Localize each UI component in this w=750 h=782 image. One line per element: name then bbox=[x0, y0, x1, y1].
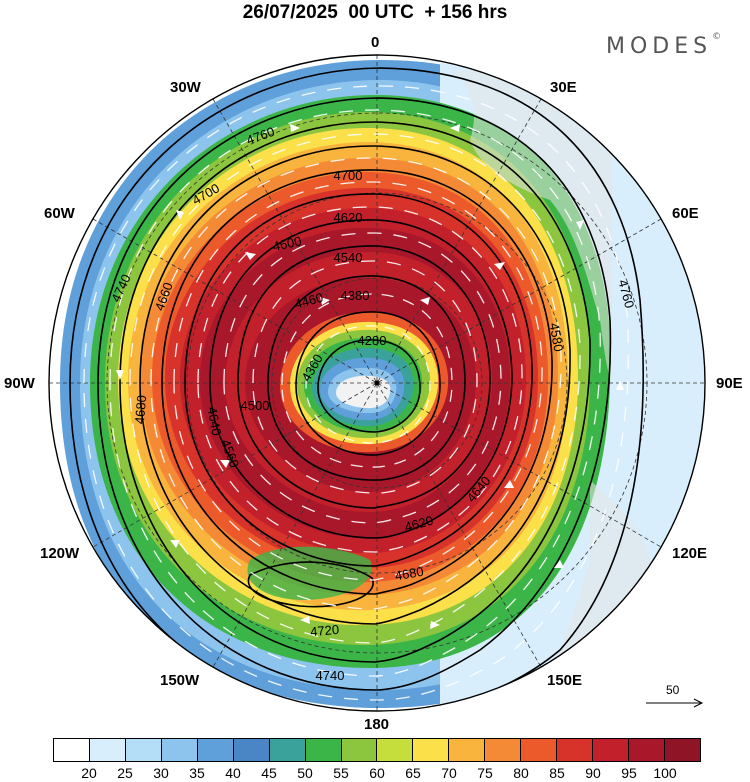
colorbar-tick-label: 20 bbox=[81, 765, 97, 781]
colorbar-tick-label: 60 bbox=[369, 765, 385, 781]
colorbar-swatch bbox=[377, 739, 414, 761]
contour-label: 4620 bbox=[334, 210, 363, 225]
brand-logo: MODES© bbox=[606, 32, 722, 59]
colorbar-labels: 20 25 30 35 40 45 50 55 60 65 70 75 80 85 90 95 100 bbox=[53, 765, 701, 781]
pole-marker bbox=[374, 380, 380, 386]
colorbar-swatch bbox=[485, 739, 522, 761]
colorbar-tick-label: 85 bbox=[549, 765, 565, 781]
lon-label-150w: 150W bbox=[160, 672, 200, 689]
colorbar-swatch bbox=[629, 739, 665, 761]
contour-label: 4500 bbox=[241, 398, 270, 413]
colorbar-tick-label: 80 bbox=[513, 765, 529, 781]
colorbar-tick-label: 100 bbox=[653, 765, 677, 781]
contour-label: 4760 bbox=[615, 278, 637, 310]
vector-scale-arrow bbox=[646, 698, 704, 708]
forecast-lead: + 156 hrs bbox=[424, 2, 508, 23]
contour-label: 4580 bbox=[547, 322, 567, 353]
vector-scale-label: 50 bbox=[666, 683, 680, 697]
colorbar-swatch bbox=[341, 739, 378, 761]
graticule bbox=[49, 55, 705, 711]
lon-label-30e: 30E bbox=[550, 79, 577, 96]
wind-vectors bbox=[83, 85, 629, 701]
contour-label: 4620 bbox=[403, 513, 435, 535]
colorbar-swatch bbox=[269, 739, 306, 761]
contour-label: 4380 bbox=[341, 288, 370, 303]
colorbar-swatch bbox=[449, 739, 486, 761]
contour-label: 4600 bbox=[271, 233, 302, 254]
lon-label-30w: 30W bbox=[170, 79, 201, 96]
colorbar-tick-label: 40 bbox=[225, 765, 241, 781]
valid-time: 00 UTC bbox=[348, 2, 414, 23]
lon-label-60w: 60W bbox=[44, 205, 75, 222]
colorbar-swatch bbox=[557, 739, 594, 761]
colorbar-tick-label: 45 bbox=[261, 765, 277, 781]
contour-label: 4460 bbox=[293, 290, 325, 312]
colorbar-swatch bbox=[54, 739, 90, 761]
colorbar-tick-label: 90 bbox=[585, 765, 601, 781]
contour-label: 4640 bbox=[205, 406, 225, 437]
contour-label: 4280 bbox=[358, 333, 387, 348]
contour-label: 4700 bbox=[334, 168, 363, 183]
colorbar bbox=[53, 738, 701, 762]
colorbar-tick-label: 95 bbox=[621, 765, 637, 781]
lon-label-150e: 150E bbox=[547, 672, 583, 689]
colorbar-swatch bbox=[89, 739, 126, 761]
colorbar-tick-label: 25 bbox=[117, 765, 133, 781]
brand-name: MODES bbox=[606, 34, 713, 59]
colorbar-tick-label: 75 bbox=[477, 765, 493, 781]
vector-heads bbox=[116, 124, 624, 629]
colorbar-tick-label: 30 bbox=[153, 765, 169, 781]
contour-label-layer: 4760 4700 4620 4600 4540 4460 4380 4280 … bbox=[108, 124, 637, 683]
lon-label-0: 0 bbox=[371, 34, 380, 51]
lon-label-90w: 90W bbox=[4, 375, 35, 392]
colorbar-swatch bbox=[593, 739, 629, 761]
colorbar-tick-label: 55 bbox=[333, 765, 349, 781]
colorbar-swatch bbox=[413, 739, 450, 761]
contour-label: 4720 bbox=[310, 622, 340, 639]
lon-label-180: 180 bbox=[364, 716, 390, 733]
colorbar-swatch bbox=[197, 739, 234, 761]
colorbar-tick-label: 70 bbox=[441, 765, 457, 781]
colorbar-swatch bbox=[664, 739, 700, 761]
lon-label-120e: 120E bbox=[672, 545, 708, 562]
lon-label-60e: 60E bbox=[672, 205, 699, 222]
lon-label-120w: 120W bbox=[40, 545, 80, 562]
colorbar-tick-label: 35 bbox=[189, 765, 205, 781]
contour-label: 4680 bbox=[132, 395, 149, 425]
colorbar-tick-label: 65 bbox=[405, 765, 421, 781]
colorbar-tick-label: 50 bbox=[297, 765, 313, 781]
contour-label: 4740 bbox=[316, 668, 345, 683]
brand-mark: © bbox=[712, 32, 722, 42]
colorbar-swatch bbox=[305, 739, 342, 761]
contour-label: 4680 bbox=[394, 564, 425, 584]
contour-label: 4540 bbox=[334, 250, 363, 265]
lon-label-90e: 90E bbox=[716, 375, 743, 392]
colorbar-swatch bbox=[161, 739, 198, 761]
valid-date: 26/07/2025 bbox=[242, 2, 338, 23]
map-title: 26/07/2025 00 UTC + 156 hrs bbox=[0, 2, 750, 24]
colorbar-swatch bbox=[233, 739, 270, 761]
map-border bbox=[48, 54, 706, 712]
colorbar-swatch bbox=[125, 739, 162, 761]
colorbar-swatch bbox=[521, 739, 558, 761]
